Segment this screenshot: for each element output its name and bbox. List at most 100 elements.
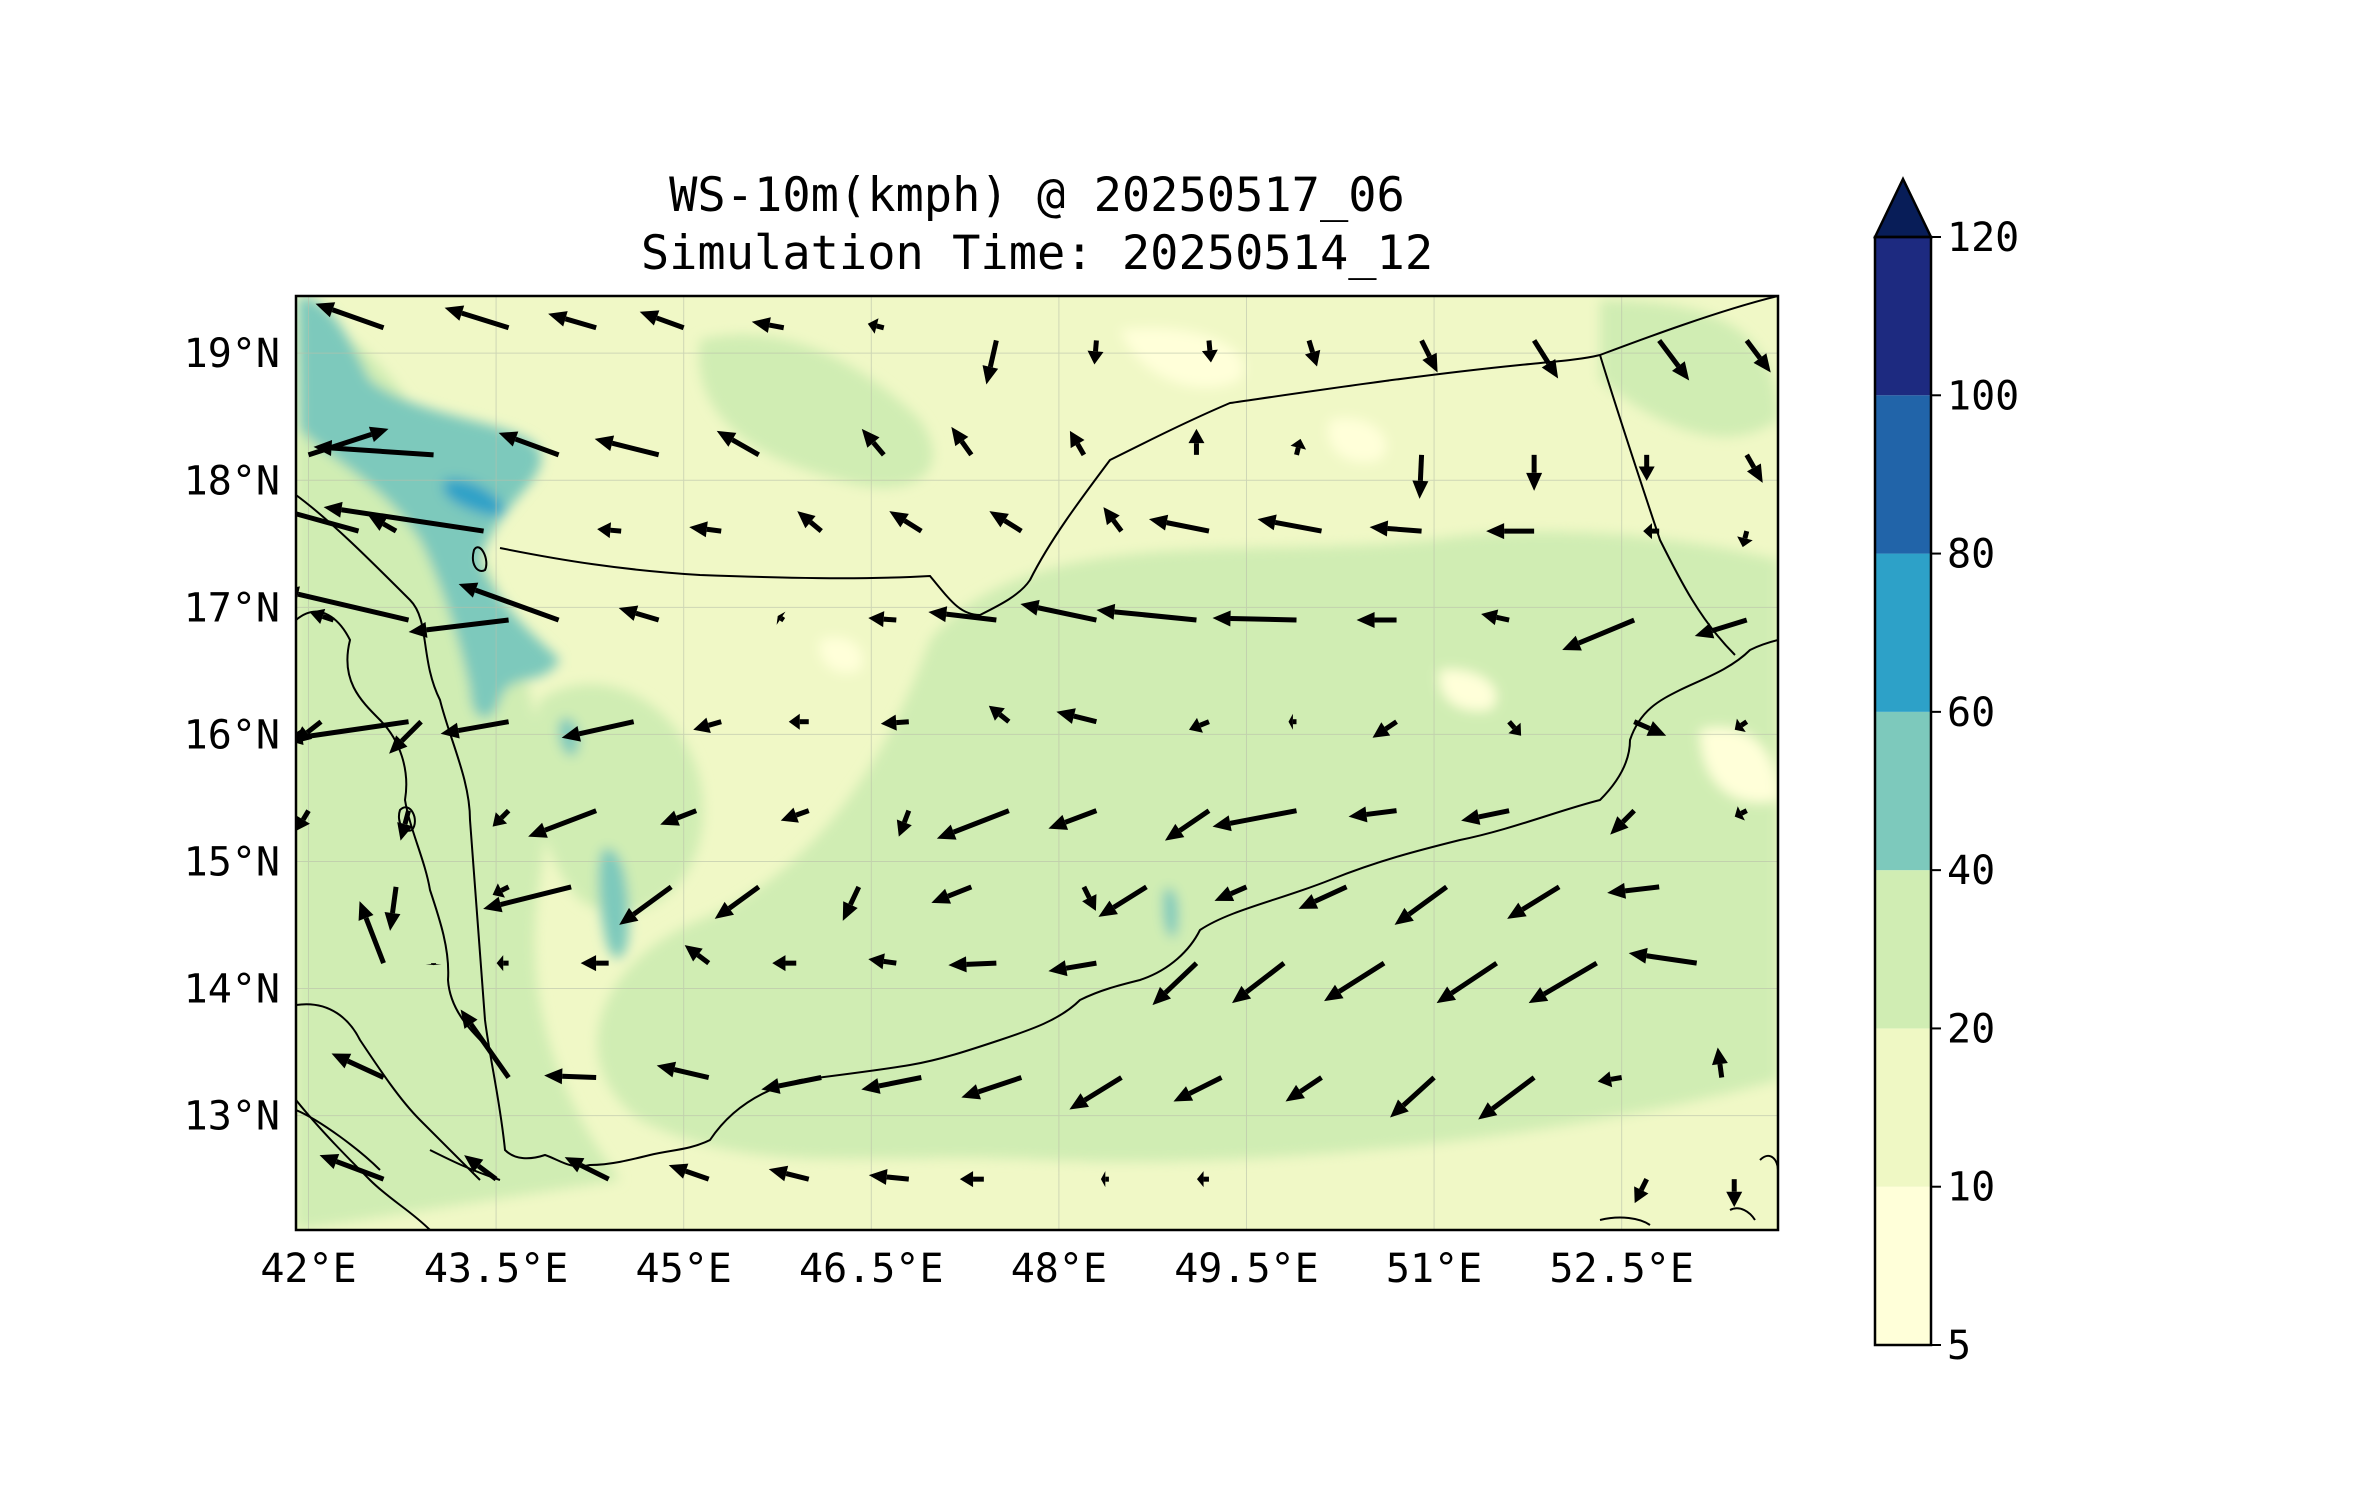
coastline-african-coast — [296, 610, 491, 1230]
wind-arrow — [639, 310, 685, 331]
wind-speed-contours — [296, 296, 1778, 1230]
wind-arrow — [951, 426, 974, 457]
wind-arrow — [1638, 454, 1655, 481]
wind-arrow — [1096, 603, 1197, 623]
colorbar-label: 20 — [1947, 1006, 1995, 1052]
contour-20-40-north — [699, 334, 933, 488]
wind-arrow — [1634, 1178, 1649, 1204]
wind-arrow — [868, 953, 897, 970]
wind-arrow — [458, 582, 560, 623]
wind-arrow — [1610, 808, 1636, 835]
calm-patch-3 — [1700, 727, 1778, 803]
wind-arrow — [1152, 961, 1199, 1006]
wind-arrow — [1507, 884, 1561, 919]
wind-arrow — [693, 717, 722, 733]
wind-arrow — [1694, 617, 1748, 639]
wind-arrow — [1304, 339, 1321, 367]
colorbar-segment — [1875, 1186, 1931, 1345]
wind-arrow — [483, 884, 572, 913]
wind-arrow — [313, 440, 434, 458]
colorbar-segment — [1875, 1028, 1931, 1187]
wind-arrow — [1532, 339, 1559, 379]
wind-arrow — [1390, 1075, 1436, 1118]
wind-arrow — [684, 945, 711, 966]
wind-arrow — [1188, 428, 1205, 455]
lat-tick-label: 14°N — [184, 967, 280, 1013]
wind-arrow — [1744, 453, 1763, 483]
wind-arrow — [1081, 885, 1097, 911]
wind-arrow — [1528, 960, 1598, 1004]
wind-arrow — [1103, 507, 1124, 533]
contour-40-60-small — [1162, 888, 1179, 938]
lat-tick-label: 17°N — [184, 585, 280, 631]
wind-arrow — [389, 719, 423, 754]
chart-title: WS-10m(kmph) @ 20250517_06 — [669, 168, 1405, 223]
wind-arrow — [1212, 610, 1297, 627]
wind-arrow — [564, 1157, 610, 1182]
colorbar-extend-arrow — [1873, 176, 1933, 239]
wind-arrow — [788, 713, 809, 730]
wind-arrow — [1196, 1171, 1209, 1188]
colorbar-label: 10 — [1947, 1165, 1995, 1211]
wind-arrow — [548, 311, 597, 331]
wind-arrow — [597, 522, 622, 539]
lat-tick-label: 18°N — [184, 458, 280, 504]
lon-tick-label: 42°E — [260, 1246, 356, 1292]
wind-arrow — [1201, 340, 1218, 363]
wind-arrow — [319, 1153, 385, 1182]
calm-patch-4 — [819, 637, 863, 674]
wind-arrow — [594, 435, 660, 458]
wind-arrow — [1507, 720, 1522, 736]
wind-arrow — [1412, 454, 1429, 499]
wind-arrow — [1148, 514, 1210, 534]
wind-arrow — [772, 955, 797, 972]
lon-tick-label: 52.5°E — [1549, 1246, 1694, 1292]
wind-arrow — [1020, 599, 1097, 623]
lon-tick-label: 43.5°E — [424, 1246, 569, 1292]
wind-arrow — [1048, 808, 1098, 830]
wind-arrow — [1628, 947, 1698, 966]
wind-arrow — [1298, 884, 1348, 909]
border-yemen-oman — [1599, 354, 1736, 656]
wind-arrow — [1737, 530, 1753, 548]
colorbar-label: 120 — [1947, 215, 2019, 261]
wind-arrow — [989, 511, 1023, 534]
wind-arrow — [1098, 884, 1148, 917]
wind-arrow — [331, 1053, 385, 1080]
wind-arrow — [561, 719, 635, 742]
wind-arrow — [1056, 708, 1098, 725]
wind-arrow — [714, 884, 761, 919]
map-frame — [294, 294, 1780, 1232]
wind-arrow — [1597, 1071, 1623, 1088]
wind-arrow — [1436, 961, 1498, 1004]
wind-arrow — [309, 608, 335, 625]
wind-arrow — [425, 963, 442, 966]
wind-arrow — [861, 1075, 922, 1094]
wind-arrow — [296, 719, 409, 746]
wind-arrow — [1290, 438, 1307, 456]
wind-arrow — [1711, 1047, 1728, 1078]
lon-tick-label: 45°E — [636, 1246, 732, 1292]
wind-arrow — [296, 809, 311, 831]
wind-arrow — [1285, 1075, 1323, 1102]
wind-arrow — [668, 1163, 710, 1182]
wind-arrow — [1212, 808, 1297, 832]
wind-arrow — [896, 809, 912, 837]
wind-arrow — [1173, 1075, 1223, 1102]
wind-arrow — [768, 1165, 810, 1182]
gridlines — [296, 296, 1778, 1230]
wind-arrow — [460, 1009, 511, 1079]
wind-arrow — [323, 501, 484, 534]
wind-arrow — [1369, 520, 1422, 537]
wind-arrow — [1324, 961, 1386, 1002]
wind-arrow — [618, 605, 660, 623]
wind-arrow — [716, 430, 760, 458]
contour-40-60-inland — [598, 848, 629, 959]
wind-arrow — [1232, 961, 1286, 1004]
wind-arrow — [358, 901, 386, 965]
colorbar-segment — [1875, 237, 1931, 396]
latitude-ticks: 19°N 18°N 17°N 16°N 15°N 14°N 13°N — [184, 331, 280, 1139]
wind-arrow — [689, 521, 722, 538]
wind-arrow — [1188, 717, 1210, 733]
calm-patch-1 — [1120, 328, 1244, 388]
